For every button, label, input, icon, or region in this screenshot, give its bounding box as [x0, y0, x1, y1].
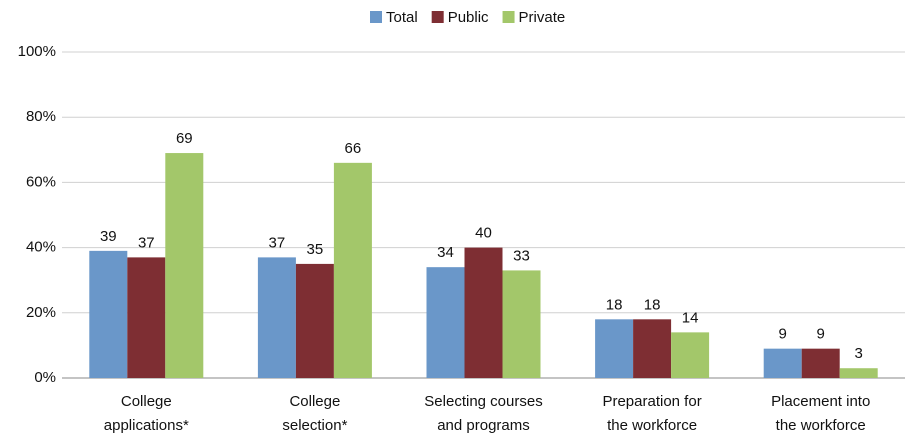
bar [464, 247, 503, 378]
bar [295, 263, 334, 378]
legend-label: Public [448, 9, 489, 26]
x-tick-label: applications* [104, 417, 189, 434]
data-label: 18 [606, 296, 623, 313]
legend-swatch [370, 11, 382, 23]
data-label: 3 [855, 345, 863, 362]
y-tick-label: 20% [26, 304, 56, 321]
legend-label: Private [519, 9, 566, 26]
bar [671, 332, 710, 378]
x-tick-label: selection* [282, 417, 347, 434]
bar [127, 257, 166, 378]
bar [333, 162, 372, 378]
data-label: 37 [138, 234, 155, 251]
data-label: 9 [779, 326, 787, 343]
x-tick-label: and programs [437, 417, 530, 434]
data-label: 18 [644, 296, 661, 313]
bar [801, 348, 840, 378]
x-tick-label: College [121, 393, 172, 410]
data-label: 39 [100, 228, 117, 245]
legend-label: Total [386, 9, 418, 26]
x-tick-label: Preparation for [602, 393, 701, 410]
y-tick-label: 40% [26, 239, 56, 256]
bar [502, 270, 541, 378]
bar [165, 153, 204, 378]
x-tick-label: Placement into [771, 393, 870, 410]
bar [89, 250, 128, 378]
legend-swatch [502, 11, 515, 23]
bar [839, 368, 878, 378]
x-tick-label: Selecting courses [424, 393, 542, 410]
data-label: 14 [682, 309, 699, 326]
data-label: 34 [437, 244, 454, 261]
y-tick-label: 60% [26, 173, 56, 190]
data-label: 33 [513, 247, 530, 264]
y-tick-label: 0% [34, 369, 56, 386]
x-tick-label: College [289, 393, 340, 410]
data-label: 9 [817, 326, 825, 343]
legend-swatch [431, 11, 444, 23]
data-label: 40 [475, 225, 492, 242]
data-label: 69 [176, 130, 193, 147]
bar [633, 319, 672, 378]
bar [763, 348, 802, 378]
data-label: 66 [345, 140, 362, 157]
bar [595, 319, 634, 378]
bar [426, 267, 465, 378]
x-tick-label: the workforce [607, 417, 697, 434]
bar [257, 257, 296, 378]
y-tick-label: 100% [18, 43, 56, 60]
y-tick-label: 80% [26, 108, 56, 125]
data-label: 35 [307, 241, 324, 258]
data-label: 37 [269, 234, 286, 251]
x-tick-label: the workforce [776, 417, 866, 434]
